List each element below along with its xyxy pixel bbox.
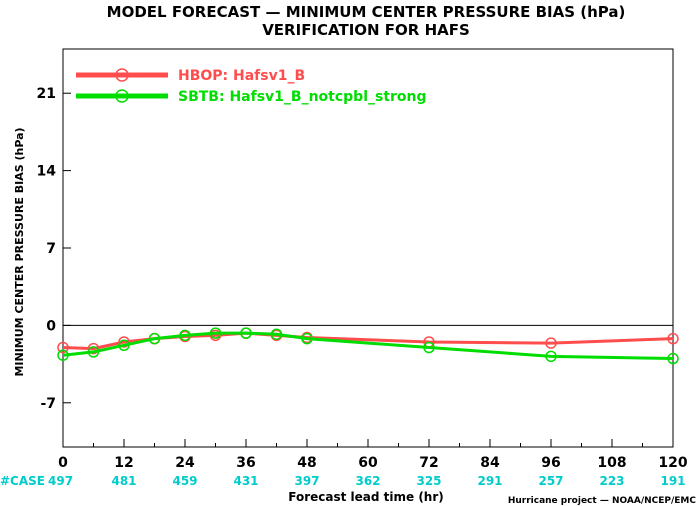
x-tick-label: 108: [597, 455, 626, 471]
y-tick-label: 0: [46, 318, 56, 334]
legend-label-1: HBOP: Hafsv1_B: [178, 68, 305, 84]
case-count: 291: [477, 474, 502, 488]
series-1-point: [545, 337, 557, 349]
y-tick-label: -7: [40, 396, 56, 412]
y-tick-label: 21: [37, 86, 56, 102]
series-2-point: [301, 332, 313, 345]
series-2-point: [57, 349, 69, 361]
series-2-point: [423, 341, 435, 354]
case-count: 431: [233, 474, 258, 488]
series-2-point: [118, 339, 130, 352]
x-axis-label: Forecast lead time (hr): [288, 490, 444, 504]
case-count: 497: [48, 474, 73, 488]
case-count: 459: [172, 474, 197, 488]
series-2-point: [209, 327, 222, 339]
x-tick-label: 60: [358, 455, 378, 471]
series-2-point: [270, 328, 283, 340]
x-tick-label: 0: [58, 455, 68, 471]
x-tick-label: 84: [480, 455, 500, 471]
series-1-point: [118, 336, 130, 348]
series-2-point: [87, 346, 100, 358]
case-label: #CASE: [0, 474, 45, 488]
series-layer: [57, 327, 679, 365]
series-1-point: [57, 341, 69, 354]
plot-frame: [62, 48, 674, 448]
legend: HBOP: Hafsv1_B SBTB: Hafsv1_B_notcpbl_str…: [76, 68, 427, 105]
case-count: 481: [111, 474, 136, 488]
x-tick-label: 120: [658, 455, 687, 471]
case-count: 257: [538, 474, 563, 488]
case-count: 362: [355, 474, 380, 488]
x-axis: 0 12 24 36 48 60 72 84 96 108 120: [58, 439, 688, 471]
legend-marker-2: [115, 89, 129, 103]
x-tick-label: 96: [541, 455, 560, 471]
legend-marker-1: [115, 68, 129, 82]
x-tick-label: 12: [114, 455, 133, 471]
series-line-1: [62, 331, 674, 351]
case-counts: 497 481 459 431 397 362 325 291 257 223 191: [48, 474, 686, 488]
series-2-point: [240, 327, 252, 339]
series-1-point: [667, 332, 679, 345]
series-2-point: [545, 350, 557, 363]
case-count: 397: [294, 474, 319, 488]
case-count: 191: [660, 474, 685, 488]
series-1-point: [87, 342, 100, 355]
series-line-2: [62, 331, 674, 361]
y-axis-label: MINIMUM CENTER PRESSURE BIAS (hPa): [13, 127, 26, 376]
case-count: 325: [416, 474, 441, 488]
x-tick-label: 24: [175, 455, 195, 471]
x-tick-label: 48: [297, 455, 316, 471]
credit-text: Hurricane project — NOAA/NCEP/EMC: [508, 496, 697, 506]
series-2-point: [179, 329, 191, 342]
y-tick-label: 7: [46, 241, 56, 257]
series-2-point: [667, 352, 679, 365]
case-count: 223: [599, 474, 624, 488]
chart-subtitle: VERIFICATION FOR HAFS: [262, 21, 470, 39]
y-tick-label: 14: [37, 164, 57, 180]
chart-title: MODEL FORECAST — MINIMUM CENTER PRESSURE…: [107, 3, 626, 21]
series-2-point: [148, 332, 161, 345]
x-tick-label: 72: [419, 455, 438, 471]
legend-label-2: SBTB: Hafsv1_B_notcpbl_strong: [178, 89, 427, 105]
y-axis: -7 0 7 14 21: [37, 86, 71, 412]
x-tick-label: 36: [236, 455, 255, 471]
